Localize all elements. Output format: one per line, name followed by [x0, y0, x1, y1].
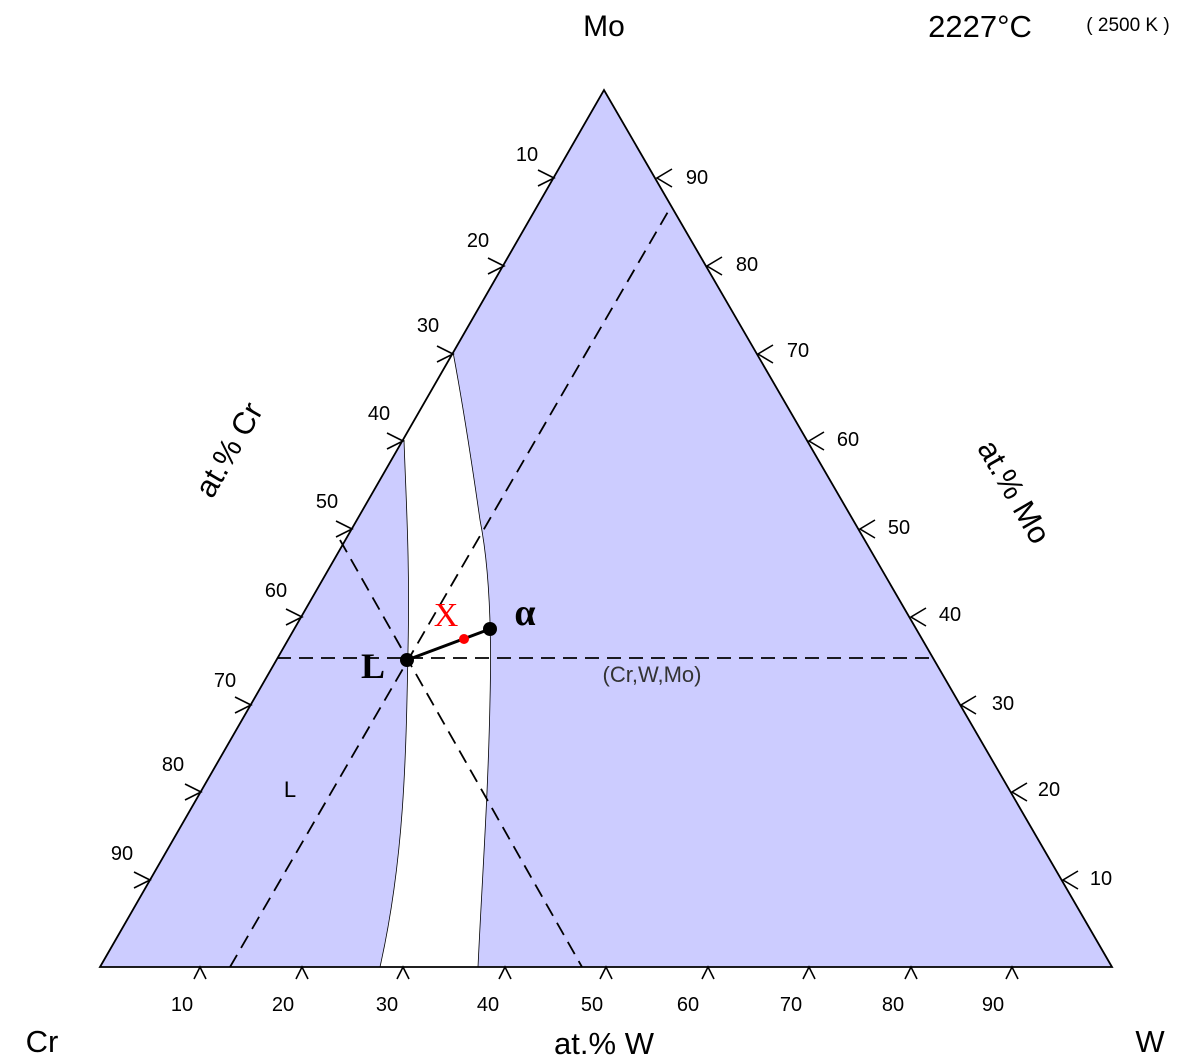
overall-composition-point [459, 634, 469, 644]
temperature-kelvin-label: ( 2500 K ) [1086, 15, 1169, 36]
liquid-point-label: L [361, 646, 385, 686]
solidus-boundary-line [452, 351, 491, 968]
mo-tick-label: 20 [1038, 779, 1060, 801]
overall-composition-label: X [434, 597, 459, 634]
cr-tick-label: 90 [111, 843, 133, 865]
constant-w-dashed-line [339, 539, 583, 968]
mo-tick-label: 80 [736, 254, 758, 276]
cr-tick-label: 80 [162, 754, 184, 776]
cr-tick-label: 10 [516, 144, 538, 166]
mo-tick-label: 10 [1090, 868, 1112, 890]
cr-tick-label: 70 [214, 670, 236, 692]
liquid-composition-point [400, 653, 414, 667]
w-tick-label: 90 [982, 994, 1004, 1016]
w-tick-label: 30 [376, 994, 398, 1016]
cr-tick-label: 40 [368, 403, 390, 425]
mo-tick-label: 90 [686, 167, 708, 189]
alpha-point-label: α [514, 592, 535, 634]
w-tick-label: 80 [882, 994, 904, 1016]
mo-tick-label: 50 [888, 517, 910, 539]
mo-tick-label: 30 [992, 693, 1014, 715]
w-vertex-label: W [1135, 1024, 1165, 1059]
mo-tick-label: 70 [787, 340, 809, 362]
w-tick-label: 20 [272, 994, 294, 1016]
mo-axis-title: at.% Mo [971, 434, 1058, 550]
w-tick-label: 50 [581, 994, 603, 1016]
cr-tick-label: 20 [467, 230, 489, 252]
cr-tick-label: 30 [417, 315, 439, 337]
constant-mo-dashed-line [229, 209, 670, 968]
w-axis-tick-labels: 10 20 30 40 50 60 70 80 90 [171, 994, 1004, 1016]
tie-line [406, 627, 491, 662]
mo-axis-ticks [655, 168, 1079, 890]
alpha-composition-point [483, 622, 497, 636]
cr-axis-tick-labels: 10 20 30 40 50 60 70 80 90 [111, 144, 538, 865]
mo-tick-label: 60 [837, 429, 859, 451]
mo-axis-tick-labels: 90 80 70 60 50 40 30 20 10 [686, 167, 1112, 890]
liquid-region-label: L [284, 777, 296, 802]
w-axis-title: at.% W [554, 1026, 655, 1061]
w-tick-label: 10 [171, 994, 193, 1016]
cr-axis-title: at.% Cr [188, 396, 270, 503]
cr-tick-label: 60 [265, 580, 287, 602]
temperature-label: 2227°C [928, 9, 1032, 44]
cr-tick-label: 50 [316, 491, 338, 513]
mo-tick-label: 40 [939, 604, 961, 626]
liquid-region [100, 440, 409, 967]
w-tick-label: 70 [780, 994, 802, 1016]
cr-axis-ticks [133, 169, 556, 889]
mo-vertex-label: Mo [583, 10, 625, 43]
w-tick-label: 40 [477, 994, 499, 1016]
w-axis-ticks [193, 965, 1019, 980]
w-tick-label: 60 [677, 994, 699, 1016]
solid-solution-region [453, 90, 1112, 967]
solid-solution-phase-label: (Cr,W,Mo) [603, 662, 702, 687]
cr-vertex-label: Cr [26, 1024, 59, 1059]
